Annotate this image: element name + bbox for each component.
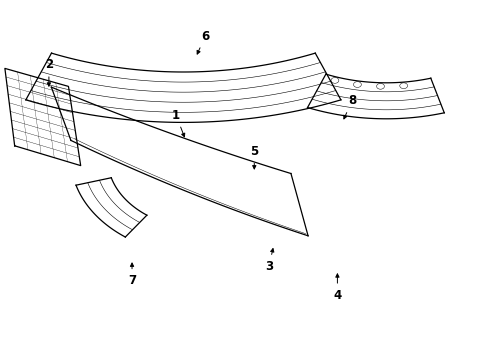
Text: 5: 5 (250, 145, 258, 169)
Text: 6: 6 (197, 30, 209, 54)
Text: 4: 4 (333, 274, 341, 302)
Text: 8: 8 (343, 94, 355, 119)
Text: 2: 2 (45, 58, 53, 86)
Text: 3: 3 (264, 248, 273, 273)
Text: 1: 1 (172, 109, 184, 137)
Text: 7: 7 (128, 263, 136, 287)
